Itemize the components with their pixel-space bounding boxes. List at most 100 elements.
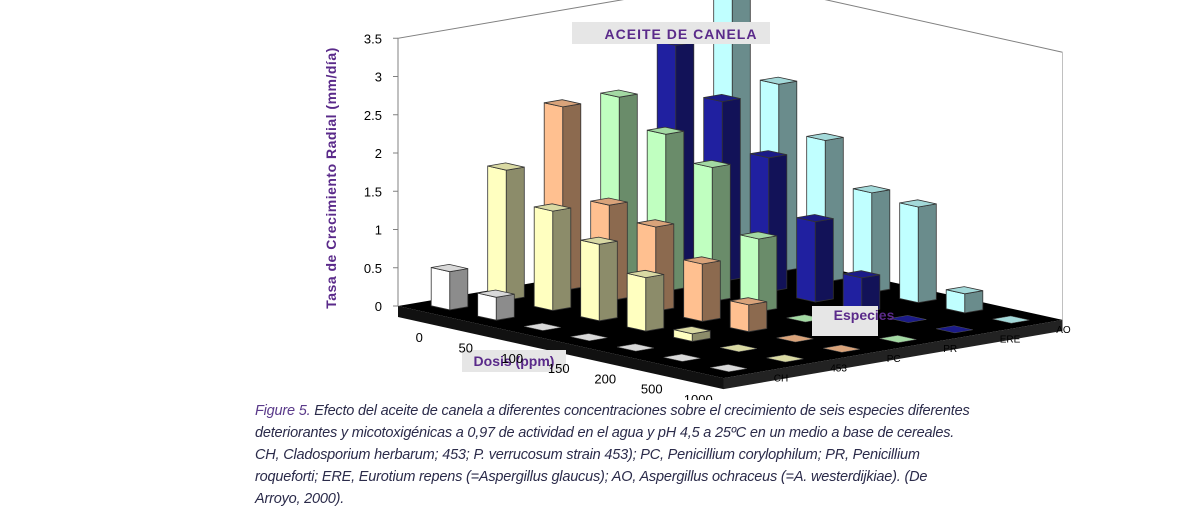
x-tick-label: 150 — [548, 361, 570, 376]
x-tick-label: 1000 — [684, 392, 713, 400]
bar-top — [853, 185, 890, 194]
bar-top — [693, 159, 731, 168]
z-tick-label: CH — [774, 373, 788, 384]
bar-top — [637, 219, 674, 228]
bar — [899, 199, 937, 304]
bar-base — [617, 343, 654, 352]
bar-top — [899, 199, 937, 208]
bar — [936, 325, 973, 334]
bar — [663, 353, 701, 362]
bar-side — [505, 166, 525, 301]
bar-front — [580, 239, 600, 322]
bar-side — [964, 290, 984, 314]
bar-side — [917, 203, 937, 304]
x-tick-label: 200 — [594, 371, 616, 386]
bar — [524, 323, 561, 331]
bar — [477, 289, 515, 321]
bar-side — [495, 293, 515, 321]
bar — [626, 269, 665, 332]
bar — [683, 256, 721, 322]
z-tick-label: PR — [943, 344, 957, 355]
bar-top — [477, 289, 515, 298]
x-tick-label: 500 — [641, 382, 663, 397]
bar-top — [627, 269, 664, 279]
caption-text: Efecto del aceite de canela a diferentes… — [255, 403, 970, 507]
bar — [879, 335, 917, 343]
bar-side — [814, 218, 834, 303]
bar-base — [776, 334, 814, 343]
figure-caption: Figure 5. Efecto del aceite de canela a … — [255, 400, 975, 510]
bar-front — [477, 292, 497, 321]
z-axis-label-box — [812, 306, 878, 336]
y-tick-label: 3.5 — [364, 31, 382, 46]
y-tick-label: 2.5 — [364, 108, 382, 123]
bar-base — [663, 353, 701, 362]
bar-side — [552, 207, 572, 311]
x-axis-label: Dosis (ppm) — [474, 353, 555, 369]
bar — [729, 297, 768, 333]
bar-side — [645, 274, 665, 332]
bar-top — [740, 231, 777, 240]
bar-front — [683, 259, 703, 322]
bar-top — [487, 162, 525, 171]
caption-label: Figure 5. — [255, 403, 311, 419]
chart-labels: ACEITE DE CANELA Tasa de Crecimiento Rad… — [323, 22, 1071, 400]
bar-top — [431, 263, 468, 273]
bar — [739, 231, 778, 313]
bar-top — [544, 99, 581, 108]
bar-top — [750, 150, 787, 159]
bar-front — [796, 217, 816, 303]
bar — [842, 270, 881, 313]
bar-side — [449, 268, 469, 311]
bar-top — [730, 297, 767, 306]
bar — [823, 344, 860, 353]
bar-side — [598, 240, 618, 322]
bar-base — [936, 325, 973, 334]
bar — [617, 343, 654, 352]
bar-base — [720, 344, 757, 352]
bars — [430, 0, 1030, 372]
bar-top — [534, 203, 571, 212]
x-tick-label: 50 — [459, 340, 473, 355]
z-axis-label: Especies — [834, 307, 895, 323]
bar — [720, 344, 757, 352]
bar-top — [843, 270, 880, 279]
bar-side — [748, 301, 768, 333]
x-tick-label: 0 — [416, 330, 423, 345]
bar-top — [647, 126, 684, 135]
bar — [796, 214, 834, 303]
bar-top — [703, 93, 741, 103]
bar — [992, 315, 1030, 324]
z-tick-label: AO — [1056, 325, 1071, 336]
bar — [710, 364, 747, 372]
x-tick-label: 100 — [501, 351, 523, 366]
bar-front — [533, 206, 554, 311]
bar-top — [600, 89, 638, 98]
bar — [430, 263, 469, 311]
bar-base — [524, 323, 561, 331]
bar-top — [580, 236, 618, 245]
bar-base — [823, 344, 860, 353]
bar — [673, 326, 711, 342]
z-tick-label: PC — [887, 354, 901, 365]
bar-top — [796, 214, 834, 223]
bar — [889, 315, 927, 323]
bar — [945, 286, 984, 314]
bar-top — [806, 132, 844, 141]
bar — [533, 203, 572, 311]
bar-top — [590, 197, 628, 206]
bar-front — [430, 266, 451, 311]
bar-top — [673, 326, 711, 335]
bar-top — [683, 256, 721, 265]
bar-top — [946, 286, 983, 295]
bar-base — [889, 315, 927, 323]
z-tick-label: 453 — [830, 364, 847, 375]
chart-wall-outline — [397, 0, 1063, 306]
bar-side — [701, 260, 721, 322]
bar-base — [570, 333, 608, 342]
chart-title: ACEITE DE CANELA — [605, 26, 758, 42]
bar — [776, 334, 814, 343]
bar-top — [760, 76, 797, 85]
y-tick-label: 2 — [375, 146, 382, 161]
